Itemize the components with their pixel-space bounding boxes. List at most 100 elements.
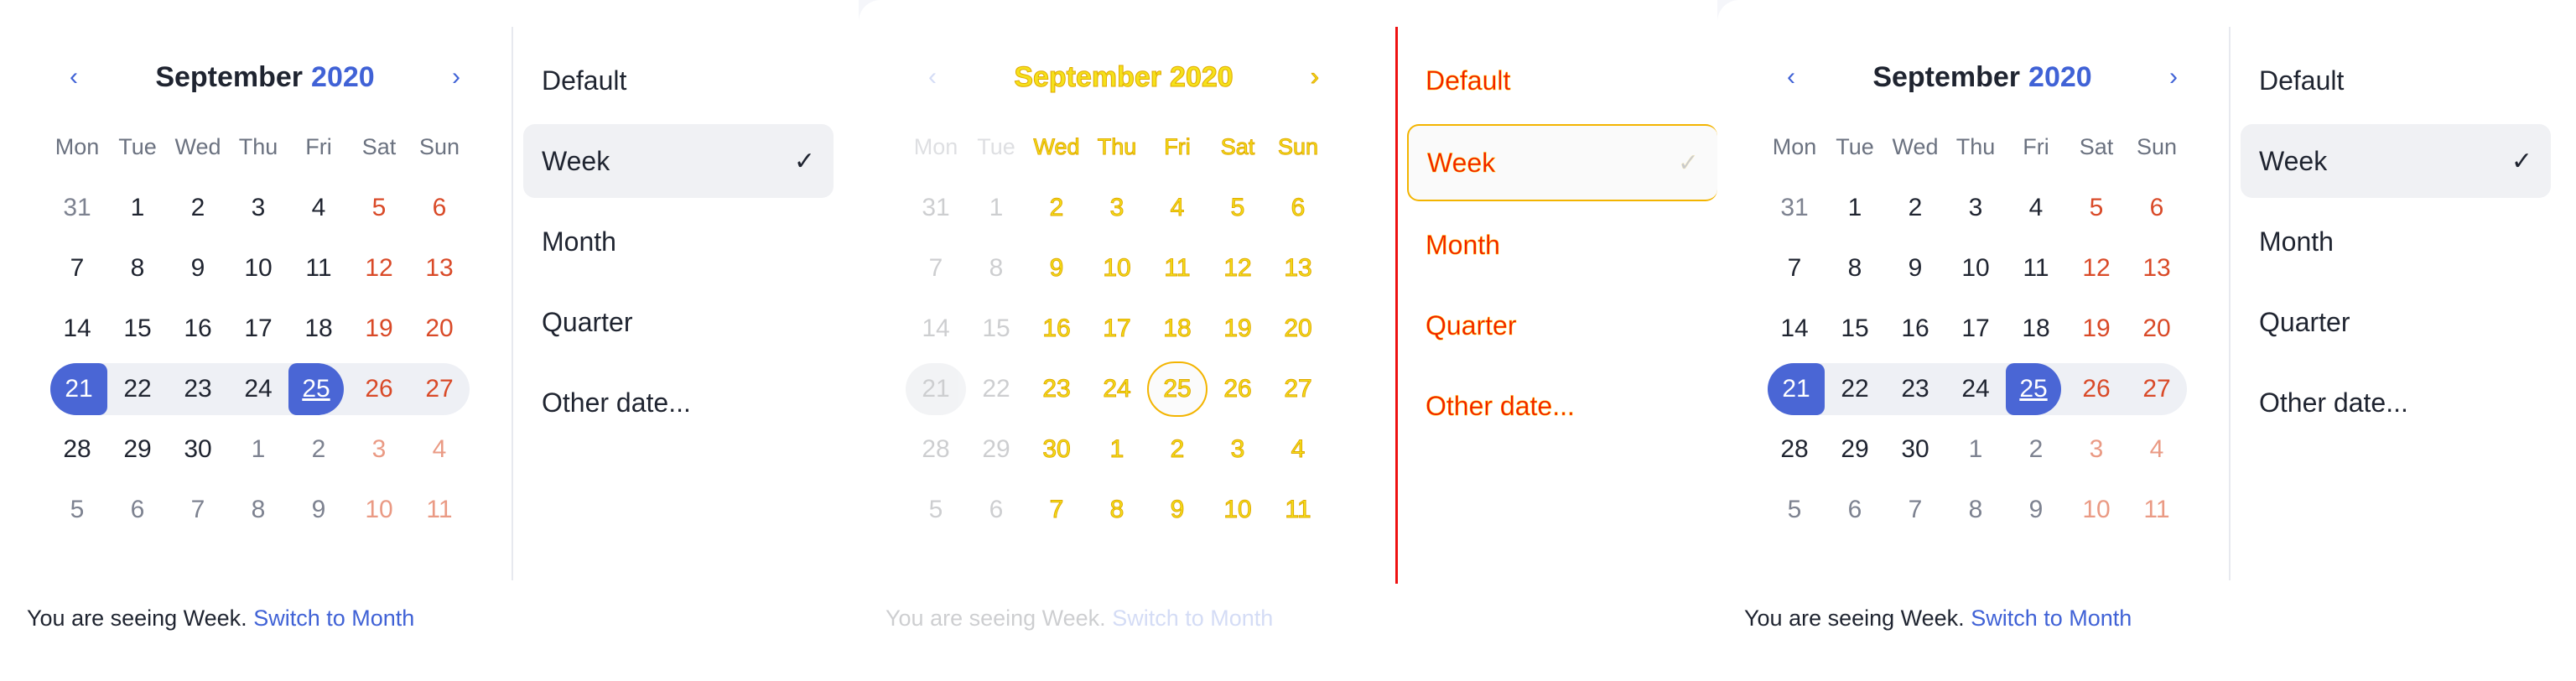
day-cell[interactable]: 7	[190, 496, 205, 523]
day-cell-range-end[interactable]: 25	[288, 363, 344, 415]
menu-item-month[interactable]: Month	[1407, 208, 1717, 282]
day-cell[interactable]: 7	[1787, 254, 1802, 282]
day-cell[interactable]: 11	[1285, 496, 1311, 524]
day-cell[interactable]: 14	[922, 315, 950, 342]
day-cell[interactable]: 26	[1223, 375, 1252, 403]
day-cell[interactable]: 16	[1042, 315, 1071, 343]
day-cell[interactable]: 16	[184, 315, 212, 342]
day-cell[interactable]: 7	[1049, 496, 1064, 524]
day-cell[interactable]: 2	[2028, 435, 2044, 463]
day-cell[interactable]: 1	[1968, 435, 1983, 463]
day-cell[interactable]: 4	[1291, 435, 1306, 464]
day-cell[interactable]: 10	[1961, 254, 1990, 282]
day-cell-range-start[interactable]: 21	[1768, 363, 1825, 415]
day-cell[interactable]: 20	[2142, 315, 2171, 342]
day-cell[interactable]: 31	[1780, 194, 1809, 221]
day-cell[interactable]: 8	[251, 496, 266, 523]
day-cell[interactable]: 11	[2023, 254, 2049, 282]
day-cell[interactable]: 1	[989, 194, 1004, 221]
menu-item-default[interactable]: Default	[1407, 44, 1717, 117]
day-cell[interactable]: 9	[1908, 254, 1923, 282]
day-cell[interactable]: 2	[1049, 194, 1064, 222]
day-cell[interactable]: 12	[2082, 254, 2111, 282]
day-cell[interactable]: 23	[1042, 375, 1071, 403]
day-cell[interactable]: 20	[1284, 315, 1312, 343]
day-cell[interactable]: 30	[184, 435, 212, 463]
day-cell[interactable]: 4	[2028, 194, 2044, 221]
day-cell[interactable]: 7	[70, 254, 85, 282]
day-cell[interactable]: 26	[365, 375, 393, 403]
day-cell[interactable]: 6	[432, 194, 447, 221]
day-cell[interactable]: 4	[311, 194, 326, 221]
chevron-right-icon[interactable]: ›	[1311, 63, 1320, 91]
menu-item-week[interactable]: Week ✓	[2241, 124, 2551, 198]
menu-item-default[interactable]: Default	[2241, 44, 2551, 117]
day-cell[interactable]: 8	[989, 254, 1004, 282]
menu-item-quarter[interactable]: Quarter	[2241, 285, 2551, 359]
menu-item-other-date[interactable]: Other date...	[523, 366, 834, 439]
chevron-left-icon[interactable]: ‹	[928, 63, 937, 91]
day-cell[interactable]: 10	[1103, 254, 1131, 283]
day-cell[interactable]: 1	[251, 435, 266, 463]
day-cell[interactable]: 13	[2142, 254, 2171, 282]
day-cell[interactable]: 8	[130, 254, 145, 282]
day-cell-range-start[interactable]: 21	[50, 363, 107, 415]
day-cell[interactable]: 29	[123, 435, 152, 463]
day-cell[interactable]: 2	[311, 435, 326, 463]
day-cell[interactable]: 9	[1170, 496, 1185, 524]
day-cell[interactable]: 6	[989, 496, 1004, 523]
day-cell[interactable]: 6	[130, 496, 145, 523]
day-cell[interactable]: 8	[1968, 496, 1983, 523]
day-cell[interactable]: 31	[63, 194, 91, 221]
day-cell[interactable]: 20	[425, 315, 454, 342]
menu-item-week[interactable]: Week ✓	[523, 124, 834, 198]
switch-month-link[interactable]: Switch to Month	[1971, 606, 2132, 631]
day-cell[interactable]: 11	[305, 254, 332, 282]
day-cell[interactable]: 18	[2022, 315, 2050, 342]
day-cell[interactable]: 9	[2028, 496, 2044, 523]
day-cell[interactable]: 5	[70, 496, 85, 523]
day-cell[interactable]: 27	[425, 375, 454, 403]
menu-item-month[interactable]: Month	[2241, 205, 2551, 278]
day-cell[interactable]: 27	[2142, 375, 2171, 403]
day-cell[interactable]: 29	[982, 435, 1010, 463]
day-cell[interactable]: 19	[2082, 315, 2111, 342]
day-cell[interactable]: 3	[2089, 435, 2104, 463]
day-cell[interactable]: 13	[1284, 254, 1312, 283]
day-cell[interactable]: 1	[1847, 194, 1862, 221]
day-cell[interactable]: 3	[251, 194, 266, 221]
day-cell[interactable]: 8	[1109, 496, 1124, 524]
menu-item-other-date[interactable]: Other date...	[2241, 366, 2551, 439]
day-cell[interactable]: 6	[1847, 496, 1862, 523]
day-cell[interactable]: 10	[365, 496, 393, 523]
day-cell[interactable]: 10	[244, 254, 273, 282]
day-cell[interactable]: 15	[1841, 315, 1869, 342]
day-cell[interactable]: 2	[190, 194, 205, 221]
day-cell[interactable]: 19	[365, 315, 393, 342]
day-cell[interactable]: 29	[1841, 435, 1869, 463]
switch-month-link[interactable]: Switch to Month	[253, 606, 415, 631]
day-cell[interactable]: 4	[2149, 435, 2164, 463]
day-cell[interactable]: 10	[1223, 496, 1252, 524]
day-cell[interactable]: 5	[1787, 496, 1802, 523]
day-cell[interactable]: 7	[928, 254, 943, 282]
day-cell[interactable]: 30	[1042, 435, 1071, 464]
day-cell[interactable]: 17	[1103, 315, 1131, 343]
day-cell[interactable]: 2	[1170, 435, 1185, 464]
day-cell[interactable]: 12	[1223, 254, 1252, 283]
chevron-right-icon[interactable]: ›	[2169, 63, 2178, 91]
day-cell-range-end[interactable]: 25	[1147, 361, 1208, 417]
day-cell[interactable]: 23	[184, 375, 212, 403]
menu-item-week[interactable]: Week ✓	[1407, 124, 1717, 201]
day-cell[interactable]: 9	[190, 254, 205, 282]
day-cell[interactable]: 23	[1901, 375, 1929, 403]
day-cell[interactable]: 3	[1968, 194, 1983, 221]
day-cell[interactable]: 28	[922, 435, 950, 463]
day-cell[interactable]: 24	[1961, 375, 1990, 403]
day-cell[interactable]: 7	[1908, 496, 1923, 523]
chevron-left-icon[interactable]: ‹	[70, 63, 78, 91]
day-cell[interactable]: 11	[426, 496, 453, 523]
day-cell[interactable]: 11	[2143, 496, 2170, 523]
menu-item-month[interactable]: Month	[523, 205, 834, 278]
day-cell[interactable]: 1	[1109, 435, 1124, 464]
